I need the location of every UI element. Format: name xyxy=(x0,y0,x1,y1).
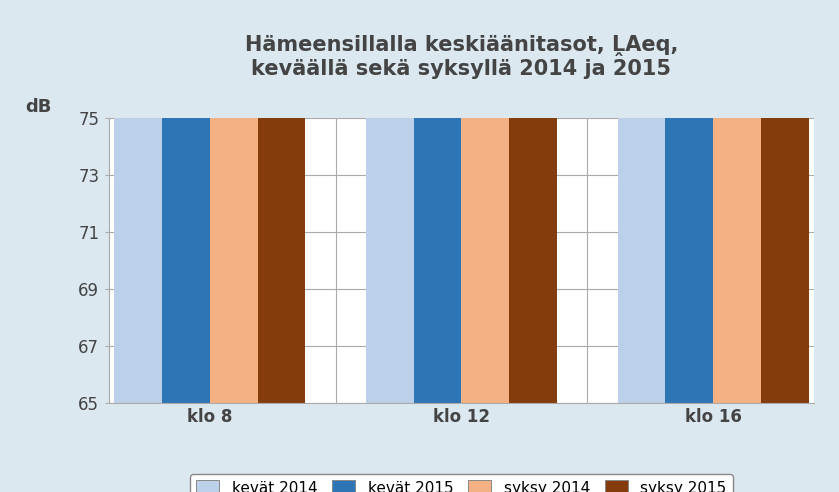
Bar xyxy=(414,0,461,403)
Bar xyxy=(665,0,713,403)
Bar xyxy=(509,0,557,403)
Bar xyxy=(366,0,414,403)
Bar xyxy=(761,0,809,403)
Bar xyxy=(210,0,258,403)
Bar xyxy=(162,0,210,403)
Text: dB: dB xyxy=(25,98,51,117)
Text: Hämeensillalla keskiäänitasot, ḼAeq,
keväällä sekä syksyllä 2014 ja 2015: Hämeensillalla keskiäänitasot, ḼAeq, kev… xyxy=(245,34,678,79)
Bar xyxy=(713,0,761,403)
Bar xyxy=(461,0,509,403)
Bar xyxy=(114,0,162,403)
Bar xyxy=(258,0,305,403)
Bar xyxy=(618,0,665,403)
Legend: kevät 2014, kevät 2015, syksy 2014, syksy 2015: kevät 2014, kevät 2015, syksy 2014, syks… xyxy=(190,474,732,492)
